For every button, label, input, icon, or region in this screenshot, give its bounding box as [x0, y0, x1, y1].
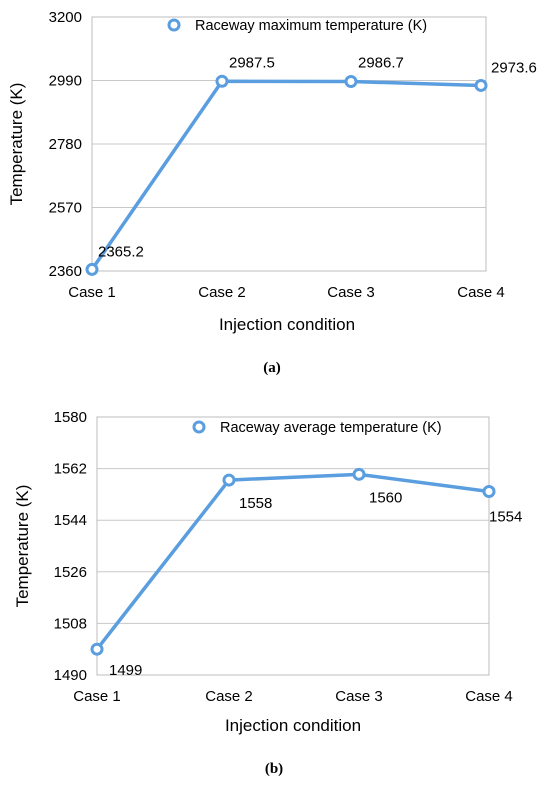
- chart-a: 2360 2570 2780 2990 3200 Case 1 Case 2 Case 3 Ca…: [7, 9, 537, 376]
- data-point: [474, 78, 488, 92]
- x-tick-label: Case 2: [205, 688, 253, 705]
- y-tick-label: 2990: [49, 73, 82, 90]
- legend-label: Raceway maximum temperature (K): [195, 18, 427, 34]
- data-label: 1560: [369, 489, 402, 506]
- data-point: [85, 262, 99, 276]
- y-tick-label: 1544: [54, 512, 87, 529]
- y-tick-label: 2360: [49, 263, 82, 280]
- x-tick-label: Case 2: [198, 284, 246, 301]
- y-tick-label: 2570: [49, 200, 82, 217]
- y-axis-title: Temperature (K): [7, 83, 26, 206]
- legend-marker: [192, 420, 206, 434]
- data-label: 2986.7: [358, 54, 404, 71]
- data-label: 2973.6: [491, 59, 537, 76]
- y-tick-label: 2780: [49, 136, 82, 153]
- series-line: [95, 472, 490, 651]
- y-tick-label: 1490: [54, 667, 87, 684]
- y-tick-label: 1580: [54, 409, 87, 426]
- data-point: [344, 74, 358, 88]
- data-label: 1554: [489, 509, 522, 526]
- data-point: [215, 74, 229, 88]
- data-point: [90, 642, 104, 656]
- series-line: [90, 79, 482, 271]
- x-axis-title: Injection condition: [219, 315, 355, 334]
- data-point: [482, 485, 496, 499]
- y-axis-title: Temperature (K): [13, 485, 32, 608]
- legend-label: Raceway average temperature (K): [220, 420, 442, 436]
- data-point: [352, 467, 366, 481]
- plot-frame: [96, 416, 490, 676]
- data-label: 1558: [239, 495, 272, 512]
- y-tick-label: 1526: [54, 564, 87, 581]
- data-label: 2365.2: [98, 243, 144, 260]
- y-tick-label: 3200: [49, 9, 82, 26]
- y-tick-label: 1562: [54, 461, 87, 478]
- x-tick-label: Case 3: [327, 284, 375, 301]
- figure-caption: (b): [265, 761, 283, 777]
- plot-frame: [91, 16, 487, 272]
- y-tick-label: 1508: [54, 615, 87, 632]
- x-axis-title: Injection condition: [225, 716, 361, 735]
- data-label: 1499: [109, 662, 142, 679]
- x-tick-label: Case 1: [73, 688, 121, 705]
- x-tick-label: Case 1: [68, 284, 116, 301]
- x-tick-label: Case 4: [457, 284, 505, 301]
- data-label: 2987.5: [229, 54, 275, 71]
- x-tick-label: Case 3: [335, 688, 383, 705]
- data-point: [222, 473, 236, 487]
- chart-b: 1490 1508 1526 1544 1562 1580 Case 1 Case 2 Case…: [13, 409, 522, 777]
- legend-marker: [167, 18, 181, 32]
- x-tick-label: Case 4: [465, 688, 513, 705]
- figure-caption: (a): [263, 360, 281, 376]
